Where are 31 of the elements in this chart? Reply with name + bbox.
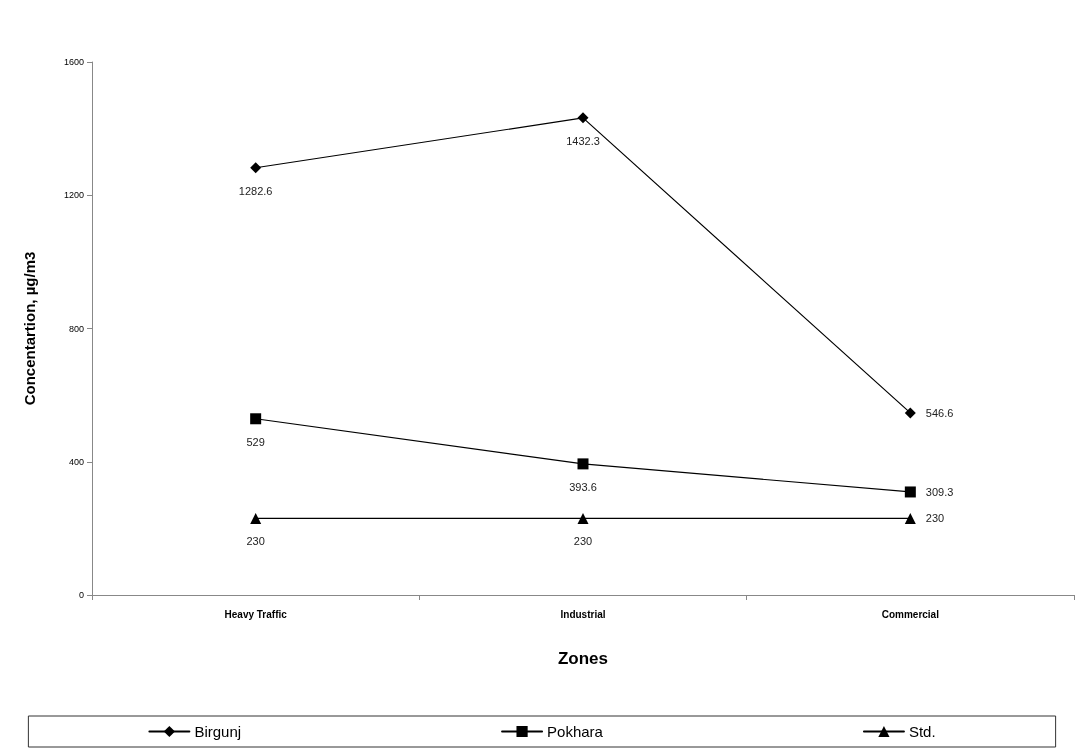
point [904, 512, 916, 524]
y-tick-label: 800 [68, 323, 84, 334]
point [250, 413, 262, 425]
legend-label: Birgunj [194, 723, 242, 740]
point [577, 458, 589, 470]
point [250, 162, 262, 174]
point [904, 407, 916, 419]
y-tick-label: 1600 [63, 57, 84, 67]
data-label: 529 [246, 435, 265, 448]
x-axis-title: Zones [557, 649, 609, 668]
y-tick-label: 1200 [63, 190, 84, 201]
point [904, 486, 916, 498]
data-label: 1282.6 [238, 184, 273, 197]
x-tick-label: Industrial [560, 608, 606, 620]
point [577, 112, 589, 124]
data-label: 546.6 [925, 406, 954, 419]
legend-label: Pokhara [547, 723, 604, 740]
legend-label: Std. [908, 723, 936, 740]
data-label: 230 [573, 535, 593, 548]
point [577, 512, 589, 524]
data-label: 1432.3 [566, 134, 600, 147]
point [250, 512, 262, 524]
x-tick-label: Heavy Traffic [224, 608, 288, 620]
y-tick-label: 400 [68, 456, 84, 467]
data-label: 309.3 [925, 485, 954, 498]
x-tick-label: Commercial [881, 608, 940, 620]
data-label: 230 [246, 535, 265, 548]
data-label: 230 [925, 512, 945, 525]
data-label: 393.6 [569, 480, 597, 493]
y-tick-label: 0 [78, 590, 84, 600]
y-axis-title: Concentartion, µg/m3 [21, 251, 38, 406]
